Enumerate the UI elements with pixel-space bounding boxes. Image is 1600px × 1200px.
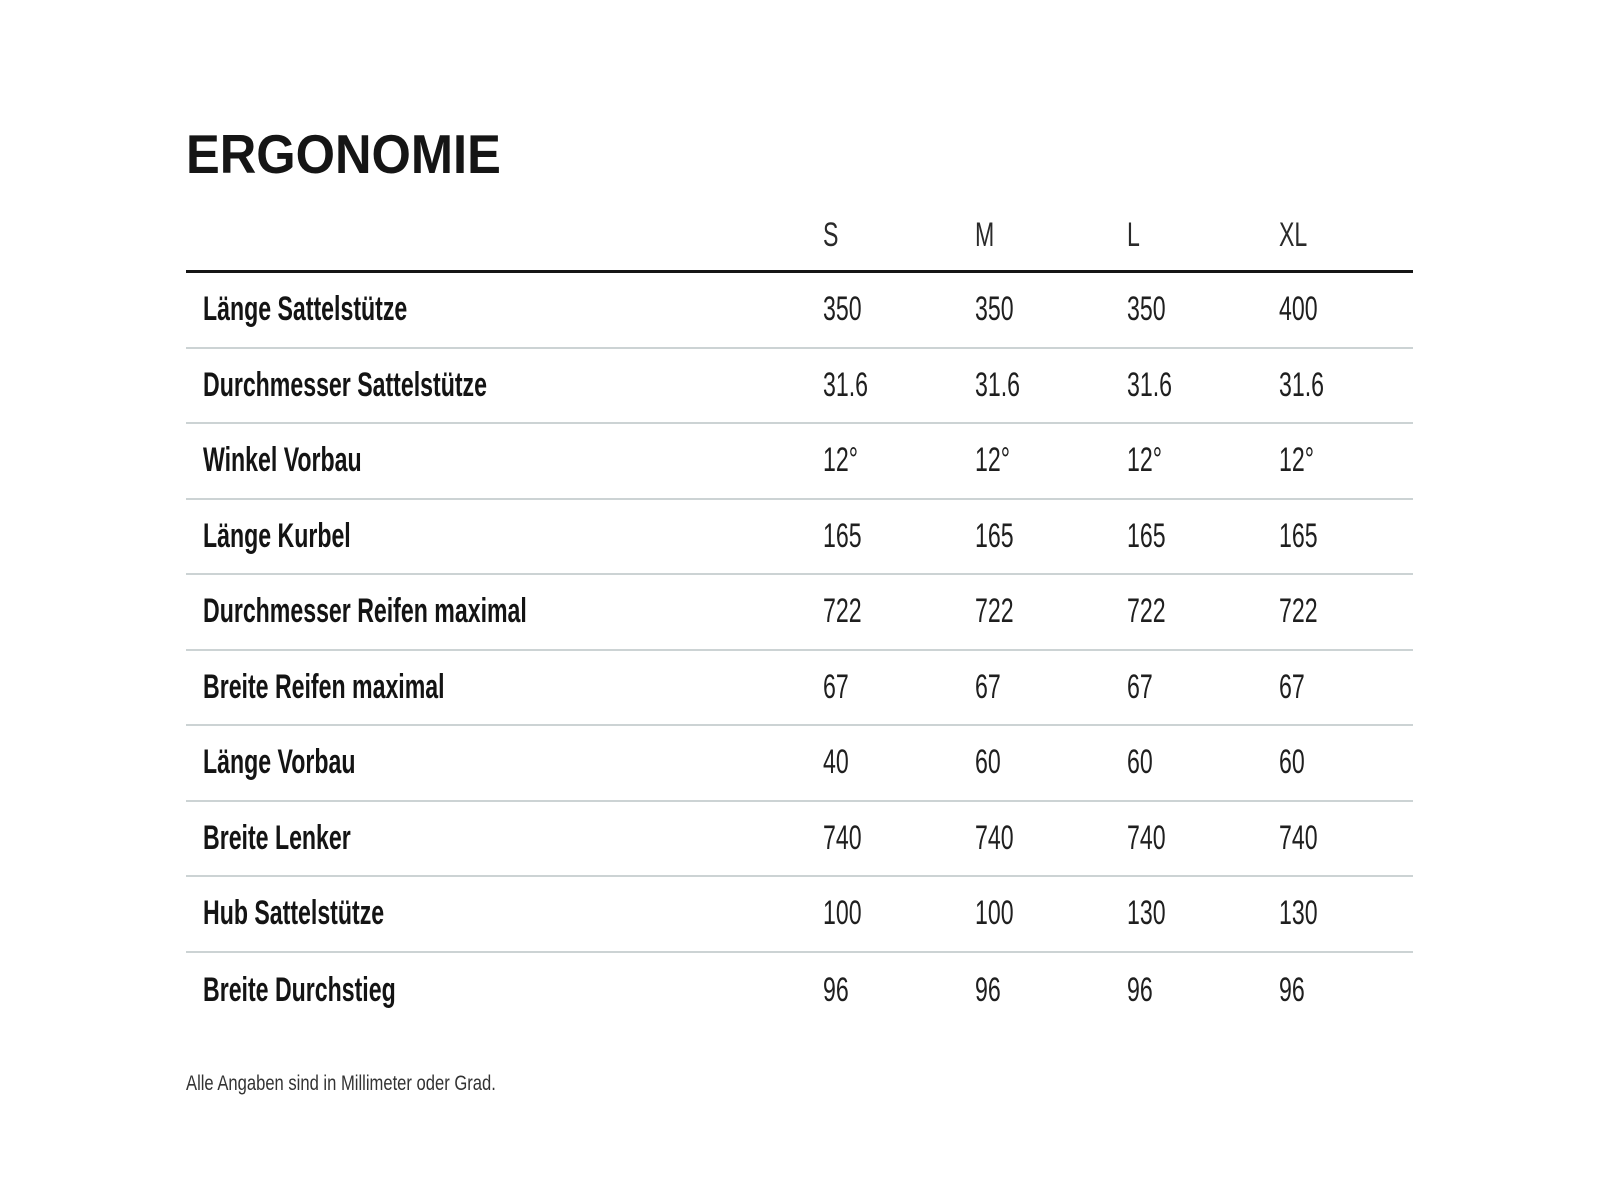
table-row: Breite Lenker 740 740 740 740 xyxy=(186,802,1413,877)
header-cell-size-m: M xyxy=(975,215,995,254)
cell-value: 350 xyxy=(1127,290,1166,329)
cell-value: 100 xyxy=(823,894,862,933)
cell-value: 96 xyxy=(823,970,849,1009)
cell-value: 31.6 xyxy=(1127,365,1173,404)
cell-value: 722 xyxy=(975,592,1014,631)
cell-value: 60 xyxy=(975,743,1001,782)
cell-value: 350 xyxy=(823,290,862,329)
table-row: Hub Sattelstütze 100 100 130 130 xyxy=(186,877,1413,953)
cell-value: 130 xyxy=(1127,894,1166,933)
cell-value: 67 xyxy=(1127,667,1153,706)
row-label: Hub Sattelstütze xyxy=(203,894,385,933)
table-row: Breite Durchstieg 96 96 96 96 xyxy=(186,953,1413,1029)
row-label: Breite Reifen maximal xyxy=(203,667,445,706)
cell-value: 67 xyxy=(975,667,1001,706)
cell-value: 740 xyxy=(975,818,1014,857)
cell-value: 31.6 xyxy=(823,365,869,404)
cell-value: 165 xyxy=(1279,516,1318,555)
cell-value: 722 xyxy=(823,592,862,631)
row-label: Länge Kurbel xyxy=(203,516,351,555)
row-label: Winkel Vorbau xyxy=(203,441,362,480)
ergonomics-spec-table: S M L XL Länge Sattelstütze 350 350 350 … xyxy=(186,200,1413,1028)
row-label: Durchmesser Sattelstütze xyxy=(203,365,487,404)
header-cell-size-s: S xyxy=(823,215,839,254)
row-label: Breite Lenker xyxy=(203,818,351,857)
cell-value: 60 xyxy=(1279,743,1305,782)
cell-value: 96 xyxy=(1127,970,1153,1009)
cell-value: 12° xyxy=(975,441,1010,480)
page-title: ERGONOMIE xyxy=(186,122,528,185)
row-label: Länge Vorbau xyxy=(203,743,356,782)
row-label: Breite Durchstieg xyxy=(203,970,396,1009)
page-title-text: ERGONOMIE xyxy=(186,122,501,185)
header-cell-size-xl: XL xyxy=(1279,215,1308,254)
cell-value: 165 xyxy=(823,516,862,555)
cell-value: 740 xyxy=(1279,818,1318,857)
cell-value: 96 xyxy=(975,970,1001,1009)
row-label: Länge Sattelstütze xyxy=(203,290,408,329)
cell-value: 740 xyxy=(823,818,862,857)
cell-value: 67 xyxy=(1279,667,1305,706)
table-header-row: S M L XL xyxy=(186,200,1413,273)
cell-value: 12° xyxy=(1279,441,1314,480)
table-row: Länge Sattelstütze 350 350 350 400 xyxy=(186,273,1413,349)
cell-value: 12° xyxy=(823,441,858,480)
table-row: Winkel Vorbau 12° 12° 12° 12° xyxy=(186,424,1413,500)
table-row: Durchmesser Sattelstütze 31.6 31.6 31.6 … xyxy=(186,349,1413,424)
cell-value: 350 xyxy=(975,290,1014,329)
cell-value: 722 xyxy=(1127,592,1166,631)
cell-value: 165 xyxy=(1127,516,1166,555)
cell-value: 165 xyxy=(975,516,1014,555)
table-row: Länge Kurbel 165 165 165 165 xyxy=(186,500,1413,575)
cell-value: 130 xyxy=(1279,894,1318,933)
cell-value: 31.6 xyxy=(1279,365,1325,404)
cell-value: 12° xyxy=(1127,441,1162,480)
units-footnote: Alle Angaben sind in Millimeter oder Gra… xyxy=(186,1072,496,1095)
cell-value: 60 xyxy=(1127,743,1153,782)
cell-value: 96 xyxy=(1279,970,1305,1009)
cell-value: 722 xyxy=(1279,592,1318,631)
cell-value: 31.6 xyxy=(975,365,1021,404)
table-row: Durchmesser Reifen maximal 722 722 722 7… xyxy=(186,575,1413,651)
header-cell-size-l: L xyxy=(1127,215,1140,254)
row-label: Durchmesser Reifen maximal xyxy=(203,592,527,631)
cell-value: 100 xyxy=(975,894,1014,933)
cell-value: 400 xyxy=(1279,290,1318,329)
cell-value: 40 xyxy=(823,743,849,782)
table-row: Länge Vorbau 40 60 60 60 xyxy=(186,726,1413,802)
table-row: Breite Reifen maximal 67 67 67 67 xyxy=(186,651,1413,726)
cell-value: 67 xyxy=(823,667,849,706)
cell-value: 740 xyxy=(1127,818,1166,857)
